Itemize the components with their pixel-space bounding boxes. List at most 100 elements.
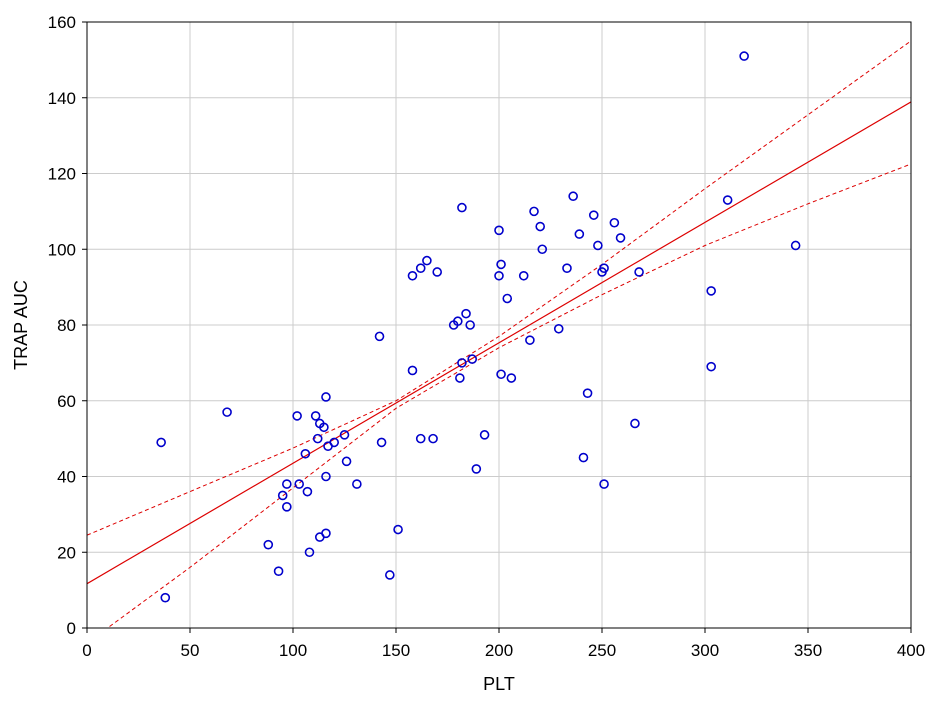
y-axis-ticks: 0 20 40 60 80 100 120 140 160 [48,13,87,638]
data-point [467,354,478,364]
data-point [407,365,418,376]
data-point [518,270,529,281]
data-point [263,539,274,550]
x-tick-label: 150 [382,641,410,660]
y-tick-label: 60 [57,392,76,411]
data-points [156,51,801,603]
data-point [428,433,438,444]
y-tick-label: 100 [48,240,76,259]
data-point [374,331,385,342]
y-tick-label: 40 [57,468,76,487]
data-point [376,437,387,448]
data-point [615,233,626,243]
data-point [630,418,640,429]
data-point [529,206,539,217]
y-tick-label: 0 [67,619,76,638]
data-point [479,430,490,440]
data-point [457,202,467,213]
data-point [537,244,548,255]
data-point [282,479,292,489]
data-point [455,373,465,383]
data-point [578,452,589,463]
y-tick-label: 160 [48,13,76,32]
data-point [506,373,517,383]
data-point [588,210,599,220]
data-point [300,448,311,459]
data-point [502,293,513,304]
data-point [494,225,504,236]
data-point [329,437,340,448]
data-point [553,323,564,334]
data-point [535,221,546,232]
data-point [352,479,362,489]
data-point [292,411,302,421]
data-point [525,335,535,345]
data-point [496,369,506,380]
confidence-band-lower [106,163,911,628]
data-point [471,464,482,474]
data-point [415,433,426,444]
data-point [415,263,426,273]
x-tick-label: 100 [279,641,307,660]
data-point [312,433,323,444]
data-point [494,270,504,281]
data-point [304,547,315,558]
regression-line [87,101,911,585]
y-tick-label: 140 [48,89,76,108]
data-point [282,501,292,512]
data-point [461,308,471,319]
data-point [634,267,644,277]
data-point [599,479,609,489]
x-tick-label: 350 [794,641,822,660]
data-point [407,270,418,281]
data-point [393,524,403,535]
y-axis-label: TRAP AUC [11,280,31,370]
data-point [609,217,620,228]
data-point [739,51,749,61]
x-tick-label: 50 [181,641,200,660]
x-tick-label: 0 [82,641,91,660]
data-point [562,263,572,273]
data-point [302,486,313,497]
fit-line [87,101,911,585]
data-point [422,255,432,266]
data-point [319,422,329,433]
data-point [432,267,443,277]
data-point [452,316,463,327]
data-point [568,191,578,202]
data-point [277,490,288,501]
x-tick-label: 250 [588,641,616,660]
data-point [496,259,506,270]
confidence-band-upper [87,40,911,536]
data-point [599,263,609,273]
data-point [385,570,395,580]
data-point [321,471,331,482]
y-tick-label: 80 [57,316,76,335]
x-tick-label: 400 [897,641,925,660]
data-point [582,388,593,398]
data-point [465,320,475,330]
y-tick-label: 120 [48,165,76,184]
y-tick-label: 20 [57,543,76,562]
data-point [574,229,585,239]
data-point [722,195,733,205]
data-point [273,566,284,576]
data-point [706,286,716,296]
data-point [706,361,716,372]
confidence-band [87,40,911,628]
data-point [321,392,331,402]
data-point [160,592,171,603]
x-tick-label: 300 [691,641,719,660]
data-point [222,407,232,417]
data-point [457,358,467,368]
data-point [593,240,603,251]
data-point [339,430,350,440]
data-point [321,528,331,539]
data-point [790,240,801,251]
x-tick-label: 200 [485,641,513,660]
data-point [341,456,352,467]
data-point [294,479,304,489]
x-axis-label: PLT [483,674,515,694]
